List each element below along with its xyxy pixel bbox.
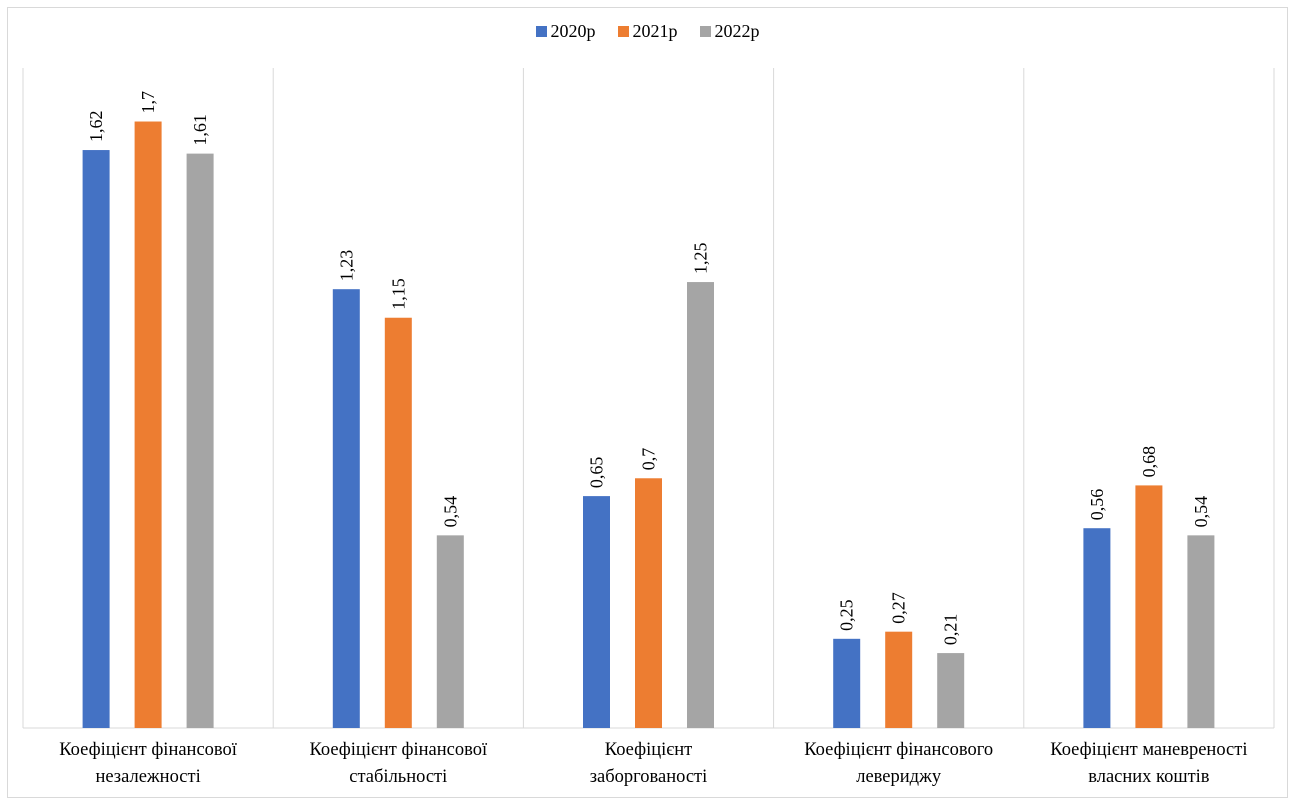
data-label: 0,65 [587, 457, 607, 489]
category-label: Коефіцієнт заборгованості [524, 737, 774, 791]
bar-2020р-3 [833, 638, 861, 728]
legend: 2020р 2021р 2022р [0, 21, 1295, 42]
bar-2021р-1 [384, 317, 412, 728]
bar-2022р-3 [937, 653, 965, 728]
category-label: Коефіцієнт маневреності власних коштів [1024, 737, 1274, 791]
data-label: 0,27 [889, 592, 909, 624]
category-label: Коефіцієнт фінансової незалежності [23, 737, 273, 791]
bar-2022р-2 [687, 282, 714, 728]
bar-2020р-1 [332, 289, 360, 728]
data-label: 0,7 [639, 448, 659, 471]
data-label: 1,15 [388, 278, 408, 310]
category-label-line: Коефіцієнт [604, 740, 693, 760]
category-label-line: незалежності [95, 767, 201, 787]
data-label: 0,25 [837, 599, 857, 631]
data-label: 0,21 [941, 614, 961, 646]
legend-swatch-2021 [617, 26, 629, 37]
category-label-line: стабільності [349, 767, 448, 787]
bar-2022р-4 [1187, 535, 1215, 728]
data-label: 1,23 [336, 250, 356, 282]
bar-2021р-4 [1135, 485, 1163, 728]
category-label: Коефіцієнт фінансової стабільності [273, 737, 523, 791]
bar-2021р-2 [635, 478, 662, 728]
data-label: 0,54 [1191, 496, 1211, 528]
category-label-line: Коефіцієнт фінансового [804, 740, 994, 760]
legend-item-2021: 2021р [617, 21, 678, 42]
legend-swatch-2020 [535, 26, 547, 37]
category-label-line: левериджу [856, 767, 942, 787]
category-label: Коефіцієнт фінансового левериджу [774, 737, 1024, 791]
legend-label-2020: 2020р [550, 21, 596, 41]
bar-2020р-2 [583, 496, 610, 728]
bar-2021р-0 [134, 121, 162, 729]
category-label-line: Коефіцієнт маневреності [1050, 740, 1248, 760]
data-label: 1,7 [138, 91, 158, 114]
data-label: 1,62 [86, 111, 106, 143]
data-label: 1,61 [190, 114, 210, 146]
bar-2020р-4 [1083, 528, 1111, 728]
data-label: 0,54 [440, 496, 460, 528]
data-label: 0,68 [1139, 446, 1159, 478]
legend-item-2020: 2020р [535, 21, 596, 42]
bar-2022р-0 [186, 153, 214, 728]
legend-label-2021: 2021р [632, 21, 678, 41]
data-label: 1,25 [691, 243, 711, 275]
bar-2021р-3 [885, 631, 913, 728]
category-label-line: власних коштів [1088, 767, 1210, 787]
category-label-line: Коефіцієнт фінансової [59, 740, 237, 760]
legend-item-2022: 2022р [699, 21, 760, 42]
category-label-line: Коефіцієнт фінансової [309, 740, 488, 760]
legend-label-2022: 2022р [714, 21, 760, 41]
bar-2020р-0 [82, 150, 110, 728]
data-label: 0,56 [1087, 489, 1107, 521]
bar-2022р-1 [436, 535, 464, 728]
legend-swatch-2022 [699, 26, 711, 37]
category-label-line: заборгованості [589, 767, 708, 787]
